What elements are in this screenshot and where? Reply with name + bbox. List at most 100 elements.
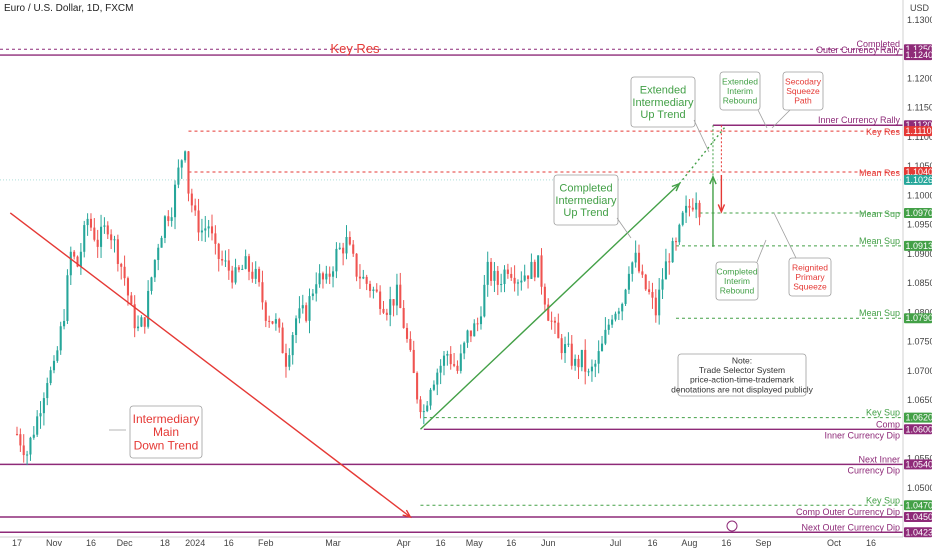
time-tick-label: 16 — [647, 538, 657, 548]
candle-body — [429, 389, 432, 406]
candle-body — [66, 275, 69, 321]
candle-body — [32, 434, 35, 438]
price-tag-label: 1.09700 — [906, 208, 932, 218]
candle-body — [419, 399, 422, 413]
time-tick-label: 2024 — [185, 538, 205, 548]
candle-body — [153, 259, 156, 278]
price-tick-label: 1.09500 — [907, 220, 932, 230]
tradingview-logo-icon — [726, 520, 738, 532]
candle-body — [42, 398, 45, 414]
reignited-squeeze-arrow — [717, 204, 726, 214]
candle-body — [264, 302, 267, 321]
candle-body — [520, 280, 523, 283]
candle-body — [389, 299, 392, 315]
candle-body — [641, 271, 644, 275]
price-tag — [904, 424, 932, 435]
price-tag — [904, 240, 932, 251]
candle-body — [486, 261, 489, 285]
time-tick-label: Dec — [117, 538, 134, 548]
price-tick-label: 1.05500 — [907, 454, 932, 464]
annotation-text: Up Trend — [640, 109, 685, 121]
candle-body — [63, 320, 66, 327]
candle-body — [133, 304, 136, 329]
level-label: Next Inner — [858, 454, 900, 464]
candle-body — [130, 295, 133, 305]
candle-body — [446, 354, 449, 356]
price-tick-label: 1.10500 — [907, 161, 932, 171]
candle-body — [637, 252, 641, 272]
candle-body — [271, 321, 274, 324]
candle-body — [547, 304, 550, 321]
candle-body — [674, 241, 678, 243]
candle-body — [96, 239, 99, 247]
price-tick-label: 1.11000 — [907, 132, 932, 142]
annotation-text: Rebound — [723, 95, 758, 105]
candle-body — [567, 343, 570, 345]
candle-body — [621, 303, 624, 312]
candle-body — [288, 355, 291, 367]
candle-body — [453, 364, 456, 366]
annotation-text: Extended — [722, 76, 758, 86]
annotation-text: Interim — [727, 86, 753, 96]
candle-body — [584, 349, 587, 372]
candle-body — [207, 226, 210, 229]
candle-body — [597, 351, 600, 364]
annotation-frame — [129, 405, 203, 459]
annotation-text: Completed — [716, 266, 757, 276]
candle-body — [247, 256, 251, 272]
candle-body — [187, 151, 190, 194]
candle-body — [173, 184, 177, 218]
candle-body — [298, 308, 301, 319]
annotation-text: Extended — [640, 85, 686, 97]
level-label: Inner Currency Rally — [818, 115, 901, 125]
price-tag-label: 1.11200 — [906, 120, 932, 130]
time-tick-label: 16 — [436, 538, 446, 548]
level-label: Mean Sup — [859, 236, 900, 246]
level-label: Comp Outer Currency Dip — [796, 507, 900, 517]
down-trend-line — [9, 212, 411, 518]
candle-body — [570, 343, 573, 366]
candle-body — [456, 365, 459, 371]
candle-body — [140, 317, 143, 327]
candle-body — [385, 312, 388, 315]
annotation-text: Rebound — [720, 285, 755, 295]
candle-body — [19, 434, 22, 446]
candle-body — [379, 291, 382, 309]
callout-pointer — [771, 109, 791, 129]
candle-body — [100, 226, 103, 247]
candle-body — [59, 326, 62, 351]
price-tag-label: 1.09137 — [906, 241, 932, 251]
price-tick-label: 1.07500 — [907, 337, 932, 347]
candle-body — [217, 243, 220, 260]
time-tick-label: 17 — [12, 538, 22, 548]
price-tag-label: 1.06200 — [906, 413, 932, 423]
candle-body — [147, 290, 150, 327]
candle-body — [661, 279, 664, 290]
candle-body — [513, 277, 516, 284]
candle-body — [530, 261, 533, 279]
annotation-text: Squeeze — [793, 281, 827, 291]
annotation-text: Interim — [724, 276, 750, 286]
candle-body — [190, 193, 193, 206]
candle-body — [422, 411, 425, 413]
candle-body — [52, 360, 56, 371]
candle-body — [184, 151, 187, 161]
candle-body — [251, 271, 254, 279]
candle-body — [311, 293, 314, 297]
candle-body — [368, 283, 372, 291]
candle-body — [463, 342, 466, 354]
candle-body — [516, 282, 520, 284]
price-tick-label: 1.08500 — [907, 278, 932, 288]
candle-body — [110, 234, 113, 241]
callout-pointer — [756, 239, 767, 263]
candle-body — [543, 286, 546, 305]
candle-body — [177, 167, 180, 185]
candle-body — [167, 216, 170, 221]
candle-body — [318, 273, 321, 285]
chart-title: Euro / U.S. Dollar, 1D, FXCM — [4, 3, 133, 14]
candle-body — [600, 343, 604, 352]
level-label: Outer Currency Rally — [816, 45, 901, 55]
price-tick-label: 1.12000 — [907, 73, 932, 83]
